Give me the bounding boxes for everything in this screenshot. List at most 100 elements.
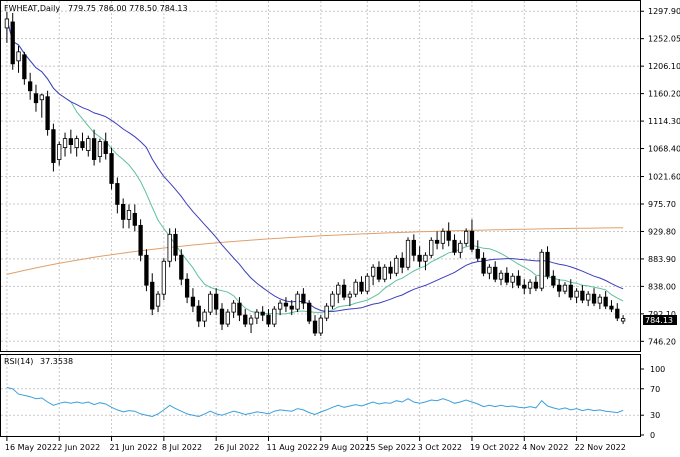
candle-down [516,275,521,286]
rsi-tick-label: 30 [650,411,660,420]
candle-up [394,257,399,274]
price-tick-label: 883.90 [648,255,676,264]
price-tick-label: 838.00 [648,282,676,291]
candle-up [324,305,329,319]
candle-down [493,266,498,280]
candle-down [446,230,451,241]
candle-down [219,308,225,325]
candle-down [475,248,480,259]
date-tick-label: 21 Jun 2022 [110,443,158,452]
candle-up [382,266,387,280]
candle-down [45,96,50,131]
candle-down [214,293,219,310]
candle-up [126,209,132,220]
candle-down [22,54,27,80]
candle-up [498,272,504,280]
price-tick-label: 975.70 [648,200,676,209]
candle-down [115,183,120,205]
date-tick-label: 16 May 2022 [5,443,57,452]
date-tick-label: 3 Oct 2022 [418,443,462,452]
candle-up [295,293,300,310]
candle-up [225,311,230,325]
candle-up [440,230,446,244]
candle-down [533,281,539,289]
candle-down [80,141,85,148]
candle-up [16,51,21,62]
price-tick-label: 929.80 [648,227,676,236]
candle-up [231,302,236,313]
moving-averages [6,18,624,315]
price-tick-label: 1252.05 [648,35,680,44]
candle-down [504,272,509,283]
candle-up [597,296,602,304]
candle-up [527,281,533,289]
axes: 1297.90 1252.05 1206.10 1160.20 1114.30 1068.… [5,7,680,452]
candle-down [190,296,196,307]
price-panel-frame [0,0,641,352]
candle-up [487,266,492,274]
date-tick-label: 4 Nov 2022 [522,443,568,452]
candle-up [57,144,62,160]
candle-down [522,284,527,289]
candle-up [429,239,434,256]
candle-up [336,284,341,295]
candle-up [167,233,172,262]
candle-down [109,153,114,184]
candle-down [138,224,143,256]
candle-down [400,257,405,268]
candle-down [51,129,56,163]
grid [1,1,640,436]
candle-down [603,296,608,307]
candle-up [277,302,283,310]
candle-up [463,230,469,244]
candle-up [86,138,91,151]
last-price-label: 784.13 [645,316,673,325]
candle-down [469,230,475,250]
candle-up [620,318,626,322]
candle-up [248,317,254,325]
rsi-series-line [6,387,624,418]
candle-down [237,302,242,316]
candle-down [91,138,97,160]
candle-down [301,293,306,304]
candles [4,11,626,337]
candle-down [289,305,294,310]
candle-down [481,257,486,274]
rsi-line [6,387,624,418]
date-tick-label: 15 Sep 2022 [365,443,416,452]
candle-down [568,284,573,298]
rsi-label: RSI(14) [4,357,33,366]
candle-down [551,275,556,286]
rsi-value: 37.3538 [40,357,73,366]
candle-up [539,251,544,289]
date-tick-label: 8 Jul 2022 [162,443,202,452]
candle-up [370,266,376,277]
candle-down [33,93,39,104]
date-tick-label: 29 Aug 2022 [319,443,370,452]
candle-down [28,81,33,92]
rsi-tick-label: 0 [650,431,655,440]
candle-down [150,281,155,310]
price-tick-label: 1021.60 [648,173,680,182]
candle-up [458,242,463,253]
candle-up [74,138,79,148]
candle-up [423,254,428,262]
price-tick-label: 1114.30 [648,117,680,126]
candle-down [388,266,393,274]
candle-down [132,212,137,226]
candle-down [144,254,149,286]
price-tick-label: 1160.20 [648,90,680,99]
candle-down [376,266,382,280]
date-tick-label: 2 Jun 2022 [57,443,100,452]
price-tick-label: 1297.90 [648,7,680,16]
candle-up [39,94,44,101]
candle-down [591,293,597,304]
ma-fast-line [6,18,624,315]
candle-down [179,254,184,280]
candle-up [155,293,161,307]
candle-down [283,302,289,307]
candle-down [609,305,614,310]
candle-down [312,320,318,334]
